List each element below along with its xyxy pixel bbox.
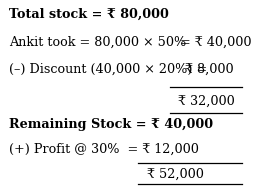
Text: = ₹ 40,000: = ₹ 40,000: [180, 35, 251, 48]
Text: Remaining Stock = ₹ 40,000: Remaining Stock = ₹ 40,000: [9, 118, 213, 131]
Text: (+) Profit @ 30%  = ₹ 12,000: (+) Profit @ 30% = ₹ 12,000: [9, 143, 199, 156]
Text: Ankit took = 80,000 × 50%: Ankit took = 80,000 × 50%: [9, 35, 186, 48]
Text: Total stock = ₹ 80,000: Total stock = ₹ 80,000: [9, 8, 169, 21]
Text: ₹ 32,000: ₹ 32,000: [178, 94, 234, 107]
Text: ₹ 8,000: ₹ 8,000: [185, 63, 234, 76]
Text: (–) Discount (40,000 × 20%) =: (–) Discount (40,000 × 20%) =: [9, 63, 207, 76]
Text: ₹ 52,000: ₹ 52,000: [147, 168, 204, 181]
